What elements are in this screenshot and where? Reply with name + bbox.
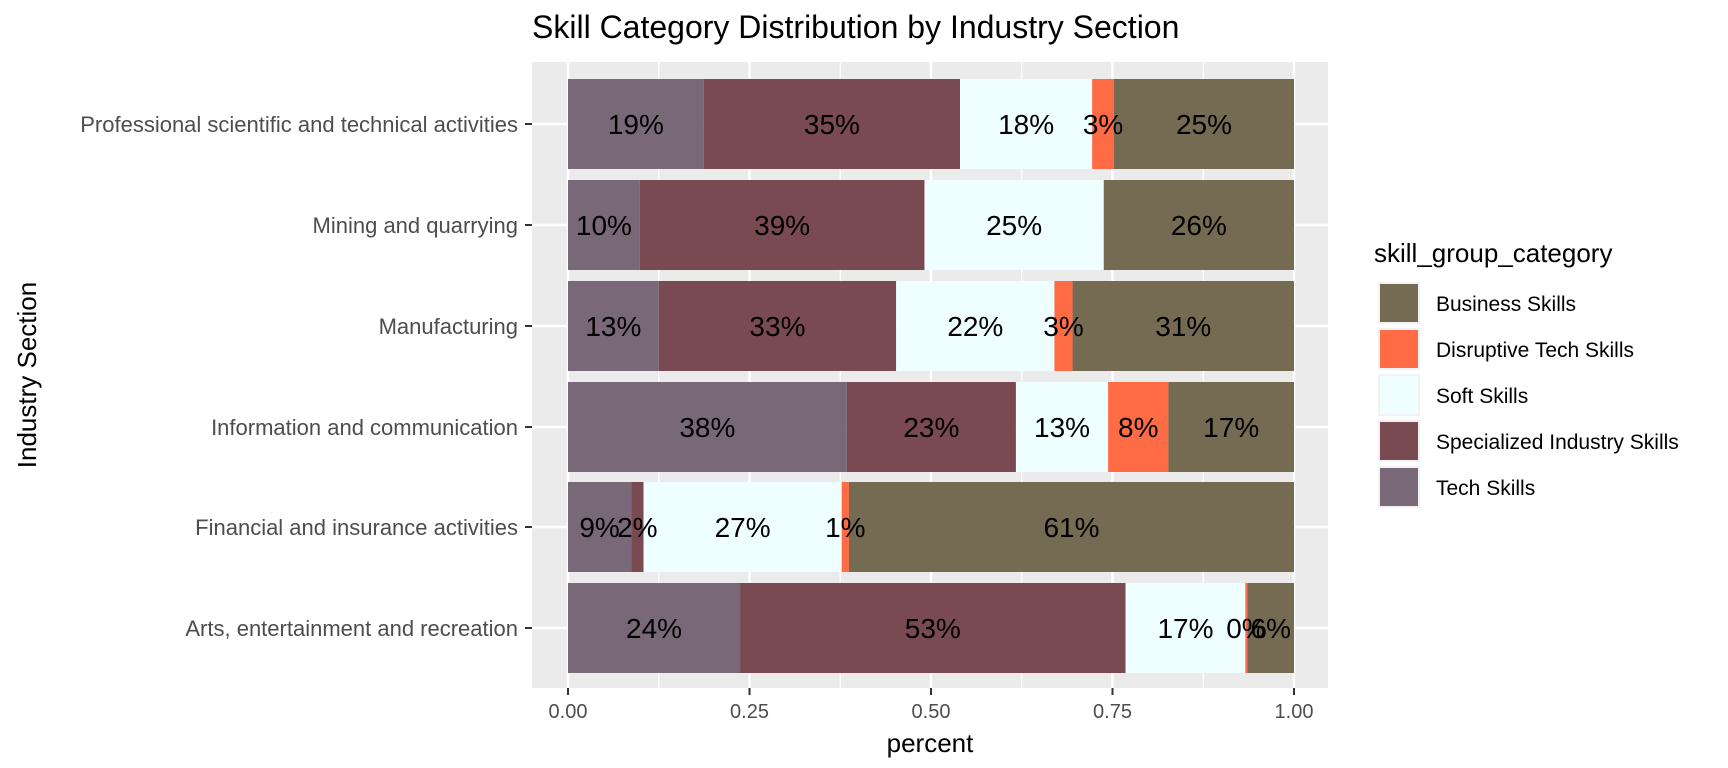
legend-label: Disruptive Tech Skills	[1436, 339, 1634, 362]
y-tick-label: Information and communication	[211, 415, 518, 440]
legend-label: Soft Skills	[1436, 385, 1528, 408]
y-tick-label: Manufacturing	[379, 314, 518, 339]
data-label: 8%	[1118, 412, 1158, 443]
bar-segment	[658, 281, 897, 371]
data-label: 39%	[754, 210, 810, 241]
bar-segment	[631, 482, 644, 572]
bar-segment	[960, 79, 1093, 169]
bar-segment	[1054, 281, 1073, 371]
data-label: 31%	[1155, 311, 1211, 342]
data-label: 53%	[905, 613, 961, 644]
data-label: 24%	[626, 613, 682, 644]
x-axis-ticks: 0.00 0.25 0.50 0.75 1.00	[549, 688, 1314, 723]
bar-segment	[568, 79, 704, 169]
bar-segment	[568, 482, 632, 572]
data-label: 0%	[1226, 613, 1266, 644]
x-axis-title: percent	[887, 728, 974, 758]
data-label: 61%	[1043, 512, 1099, 543]
data-label: 25%	[1176, 109, 1232, 140]
bar-segment	[1113, 79, 1294, 169]
bar-segment	[1103, 180, 1294, 270]
y-axis-title: Industry Section	[12, 282, 42, 468]
bar-segment	[1072, 281, 1294, 371]
data-label: 2%	[617, 512, 657, 543]
y-tick-label: Professional scientific and technical ac…	[80, 112, 518, 137]
x-tick-label: 0.00	[549, 701, 588, 723]
data-label: 35%	[804, 109, 860, 140]
bar-segment	[1108, 382, 1169, 472]
legend-key	[1380, 330, 1418, 368]
data-label: 27%	[715, 512, 771, 543]
legend-title: skill_group_category	[1374, 238, 1612, 268]
bar-segment	[740, 583, 1126, 673]
bar-segment	[568, 281, 659, 371]
data-label: 13%	[585, 311, 641, 342]
data-label: 3%	[1083, 109, 1123, 140]
legend-key	[1380, 422, 1418, 460]
data-label: 13%	[1034, 412, 1090, 443]
data-label: 26%	[1171, 210, 1227, 241]
legend-key	[1380, 284, 1418, 322]
bar-segment	[1092, 79, 1114, 169]
bar-segment	[639, 180, 925, 270]
legend-key	[1380, 468, 1418, 506]
legend-label: Business Skills	[1436, 293, 1576, 316]
data-label: 17%	[1157, 613, 1213, 644]
data-label: 23%	[903, 412, 959, 443]
bar-segment	[1247, 583, 1294, 673]
x-tick-label: 0.25	[730, 701, 769, 723]
bar-segment	[848, 482, 1294, 572]
bar-segment	[896, 281, 1055, 371]
bar-segment	[1168, 382, 1294, 472]
data-labels: 19% 35% 18% 3% 25% 10% 39% 25% 26% 13% 33% 22% 3% 31%…	[576, 109, 1291, 644]
bar-segment	[643, 482, 842, 572]
y-tick-label: Arts, entertainment and recreation	[185, 616, 518, 641]
bars	[568, 79, 1294, 673]
data-label: 33%	[749, 311, 805, 342]
bar-segment	[568, 180, 640, 270]
bar-segment	[1245, 583, 1248, 673]
x-tick-label: 0.50	[912, 701, 951, 723]
bar-segment	[568, 382, 847, 472]
y-axis-ticks: Professional scientific and technical ac…	[80, 112, 532, 641]
y-tick-label: Financial and insurance activities	[195, 515, 518, 540]
bar-segment	[846, 382, 1016, 472]
data-label: 17%	[1203, 412, 1259, 443]
bar-segment	[568, 583, 741, 673]
data-label: 9%	[579, 512, 619, 543]
data-label: 3%	[1043, 311, 1083, 342]
x-tick-label: 0.75	[1093, 701, 1132, 723]
bar-segment	[924, 180, 1104, 270]
data-label: 38%	[679, 412, 735, 443]
data-label: 10%	[576, 210, 632, 241]
legend-key	[1380, 376, 1418, 414]
x-tick-label: 1.00	[1275, 701, 1314, 723]
data-label: 19%	[608, 109, 664, 140]
bar-segment	[841, 482, 849, 572]
y-tick-label: Mining and quarrying	[313, 213, 518, 238]
bar-segment	[703, 79, 961, 169]
bar-segment	[1015, 382, 1109, 472]
chart-title: Skill Category Distribution by Industry …	[532, 9, 1179, 45]
data-label: 22%	[947, 311, 1003, 342]
legend-label: Tech Skills	[1436, 477, 1535, 500]
legend: Business Skills Disruptive Tech Skills Sof…	[1378, 282, 1679, 508]
legend-label: Specialized Industry Skills	[1436, 431, 1679, 454]
bar-segment	[1125, 583, 1246, 673]
data-label: 6%	[1251, 613, 1291, 644]
data-label: 25%	[986, 210, 1042, 241]
data-label: 1%	[825, 512, 865, 543]
data-label: 18%	[998, 109, 1054, 140]
